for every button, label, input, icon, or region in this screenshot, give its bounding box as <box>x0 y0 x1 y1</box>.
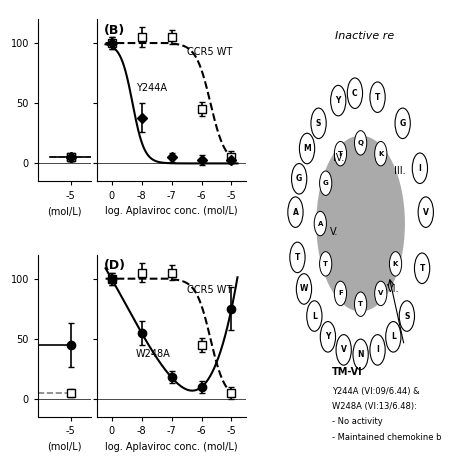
Text: Y: Y <box>325 332 330 341</box>
Circle shape <box>319 171 332 195</box>
Text: K: K <box>378 151 383 157</box>
Text: T: T <box>358 301 363 307</box>
Text: G: G <box>296 174 302 183</box>
Circle shape <box>311 108 326 138</box>
Text: I: I <box>419 164 421 173</box>
Circle shape <box>317 137 404 311</box>
Text: W248A: W248A <box>136 349 170 359</box>
Text: T: T <box>295 253 300 262</box>
Text: (D): (D) <box>104 259 126 273</box>
Text: V: V <box>378 291 383 296</box>
Circle shape <box>412 153 428 183</box>
Circle shape <box>353 339 368 370</box>
Circle shape <box>331 85 346 116</box>
Text: F: F <box>338 291 343 296</box>
Text: Inactive re: Inactive re <box>336 31 394 41</box>
Text: A: A <box>318 220 323 227</box>
Text: L: L <box>312 311 317 320</box>
Circle shape <box>320 321 336 352</box>
Circle shape <box>290 242 305 273</box>
Circle shape <box>334 141 346 166</box>
Circle shape <box>386 321 401 352</box>
Circle shape <box>414 253 430 283</box>
Text: Y244A: Y244A <box>136 83 166 93</box>
Text: V.: V. <box>330 227 338 237</box>
Text: T: T <box>323 261 328 267</box>
Text: W: W <box>300 284 308 293</box>
Text: W248A (VI:13/6.48):: W248A (VI:13/6.48): <box>332 402 417 411</box>
Text: T: T <box>338 151 343 157</box>
Text: T: T <box>419 264 425 273</box>
Circle shape <box>418 197 433 228</box>
Text: A: A <box>292 208 299 217</box>
Circle shape <box>300 133 315 164</box>
Circle shape <box>347 78 363 109</box>
Text: CCR5 WT: CCR5 WT <box>186 47 232 57</box>
Circle shape <box>395 108 410 138</box>
Text: N: N <box>357 350 364 359</box>
Text: C: C <box>352 89 358 98</box>
Circle shape <box>374 281 387 306</box>
Circle shape <box>288 197 303 228</box>
Text: T: T <box>375 93 380 101</box>
Text: Y244A (VI:09/6.44) &: Y244A (VI:09/6.44) & <box>332 387 420 396</box>
Circle shape <box>314 211 327 236</box>
Text: S: S <box>404 311 410 320</box>
Circle shape <box>390 252 401 276</box>
Circle shape <box>292 164 307 194</box>
Circle shape <box>296 273 311 304</box>
Text: V: V <box>341 346 346 355</box>
Text: CCR5 WT: CCR5 WT <box>186 285 232 295</box>
Text: L: L <box>391 332 396 341</box>
Text: III.: III. <box>394 166 406 176</box>
Text: S: S <box>316 119 321 128</box>
Text: G: G <box>323 180 328 186</box>
Text: K: K <box>393 261 398 267</box>
Circle shape <box>334 281 346 306</box>
Circle shape <box>399 301 414 331</box>
X-axis label: log. Aplaviroc conc. (mol/L): log. Aplaviroc conc. (mol/L) <box>105 206 238 216</box>
Text: I: I <box>376 346 379 355</box>
X-axis label: (mol/L): (mol/L) <box>47 206 82 216</box>
Text: - Maintained chemokine b: - Maintained chemokine b <box>332 433 442 442</box>
Text: VI.: VI. <box>387 284 400 294</box>
Circle shape <box>370 335 385 365</box>
Text: M: M <box>303 144 311 153</box>
Text: Q: Q <box>357 140 364 146</box>
Circle shape <box>307 301 322 331</box>
Circle shape <box>355 292 367 317</box>
Text: TM-VI: TM-VI <box>332 367 363 377</box>
X-axis label: log. Aplaviroc conc. (mol/L): log. Aplaviroc conc. (mol/L) <box>105 442 238 452</box>
Text: IV.: IV. <box>333 153 345 163</box>
Text: (B): (B) <box>104 24 125 37</box>
Text: Y: Y <box>336 96 341 105</box>
Circle shape <box>374 141 387 166</box>
Text: - No activity: - No activity <box>332 418 383 427</box>
Circle shape <box>370 82 385 112</box>
Circle shape <box>355 131 367 155</box>
Circle shape <box>319 252 332 276</box>
X-axis label: (mol/L): (mol/L) <box>47 442 82 452</box>
Text: G: G <box>400 119 406 128</box>
Text: V: V <box>423 208 428 217</box>
Circle shape <box>336 335 351 365</box>
